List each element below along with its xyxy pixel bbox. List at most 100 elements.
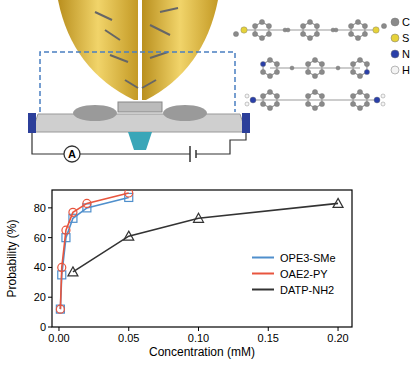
- atom: [319, 61, 324, 66]
- atom: [245, 102, 249, 106]
- atom-legend-label: H: [402, 64, 410, 76]
- atom: [357, 73, 362, 78]
- atom: [312, 105, 317, 110]
- bench: [32, 114, 246, 132]
- legend-swatch: [252, 273, 274, 275]
- y-tick-label: 60: [34, 232, 46, 244]
- x-tick: [58, 327, 59, 331]
- atom: [266, 31, 271, 36]
- atom: [319, 101, 324, 106]
- data-point: [62, 226, 70, 234]
- x-tick: [198, 327, 199, 331]
- battery: [195, 150, 197, 158]
- series-line: [73, 203, 338, 272]
- x-tick: [128, 327, 129, 331]
- atom: [286, 28, 290, 32]
- canvas: ACSNH0.000.050.100.150.20020406080Concen…: [0, 0, 414, 369]
- atom: [267, 89, 272, 94]
- ammeter-label: A: [68, 148, 76, 160]
- series-line: [60, 197, 128, 309]
- atom-legend-swatch: [391, 66, 399, 74]
- data-point: [69, 208, 77, 216]
- legend-label: DATP-NH2: [280, 284, 334, 296]
- atom-legend-swatch: [391, 18, 399, 26]
- atom-legend-label: S: [402, 32, 409, 44]
- clamp: [28, 113, 36, 133]
- molecule: [95, 12, 112, 20]
- atom: [260, 101, 265, 106]
- molecular-structures: CSNH: [233, 16, 410, 111]
- legend: OPE3-SMe OAE2-PY DATP-NH2: [252, 252, 336, 296]
- atom: [312, 73, 317, 78]
- data-point: [83, 199, 91, 207]
- atom: [350, 93, 355, 98]
- atom: [355, 35, 360, 40]
- atom: [357, 57, 362, 62]
- atom: [267, 57, 272, 62]
- atom: [233, 31, 238, 36]
- atom: [305, 101, 310, 106]
- atom-legend-label: C: [402, 16, 410, 28]
- legend-swatch: [252, 289, 274, 291]
- atom: [305, 61, 310, 66]
- legend-label: OAE2-PY: [280, 268, 328, 280]
- atom: [364, 69, 369, 74]
- atom: [305, 69, 310, 74]
- atom: [350, 69, 355, 74]
- ammeter: [64, 146, 80, 162]
- plot-frame: [52, 190, 352, 327]
- x-tick-label: 0.15: [258, 332, 279, 344]
- atom: [260, 69, 265, 74]
- atom: [267, 73, 272, 78]
- atom: [364, 93, 369, 98]
- bond: [244, 29, 375, 30]
- x-tick-label: 0.00: [48, 332, 69, 344]
- molecule: [150, 25, 170, 35]
- atom: [334, 28, 338, 32]
- atom: [252, 31, 257, 36]
- y-tick-label: 80: [34, 202, 46, 214]
- y-axis-label: Probability (%): [5, 219, 19, 297]
- atom: [307, 19, 312, 24]
- bond: [255, 99, 375, 100]
- x-tick: [268, 327, 269, 331]
- atom: [274, 93, 279, 98]
- data-point: [68, 267, 78, 276]
- molecule: [105, 30, 120, 40]
- right-electrode: [142, 0, 218, 100]
- atom-legend-swatch: [391, 34, 399, 42]
- clamp: [242, 113, 250, 133]
- atom: [245, 94, 249, 98]
- gap: [138, 0, 142, 100]
- atom: [252, 23, 257, 28]
- atom: [364, 101, 369, 106]
- atom: [381, 94, 385, 98]
- atom: [350, 101, 355, 106]
- y-tick-label: 20: [34, 291, 46, 303]
- atom: [260, 61, 265, 66]
- atom: [300, 31, 305, 36]
- x-tick-label: 0.20: [327, 332, 348, 344]
- atom: [300, 23, 305, 28]
- bond: [270, 67, 360, 68]
- atom: [314, 31, 319, 36]
- battery: [189, 146, 191, 162]
- legend-label: OPE3-SMe: [280, 252, 336, 264]
- substrate: [118, 102, 162, 112]
- atom: [305, 93, 310, 98]
- data-point: [194, 213, 204, 222]
- molecule: [150, 52, 168, 58]
- atom: [307, 35, 312, 40]
- atom: [374, 97, 380, 103]
- atom: [350, 61, 355, 66]
- y-tick-label: 40: [34, 261, 46, 273]
- atom: [319, 69, 324, 74]
- atom: [319, 93, 324, 98]
- atom: [381, 23, 386, 28]
- data-point: [333, 198, 343, 207]
- atom: [381, 102, 385, 106]
- atom: [357, 89, 362, 94]
- atom: [348, 31, 353, 36]
- atom: [373, 27, 379, 33]
- zoom-frame: [40, 52, 235, 112]
